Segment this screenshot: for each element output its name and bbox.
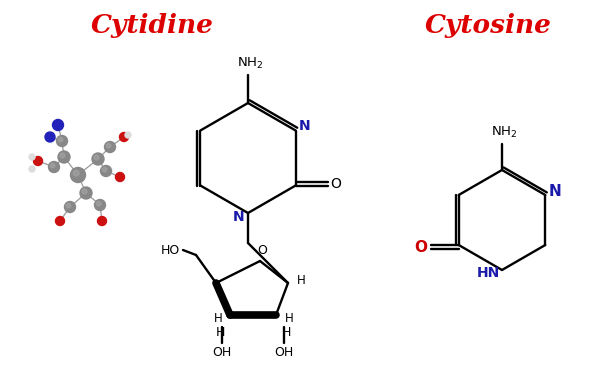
Circle shape	[73, 170, 79, 176]
Circle shape	[71, 167, 86, 183]
Circle shape	[101, 165, 112, 177]
Text: OH: OH	[212, 347, 232, 360]
Text: O: O	[414, 239, 427, 254]
Circle shape	[115, 172, 125, 182]
Text: H: H	[284, 313, 293, 326]
Circle shape	[49, 162, 59, 172]
Circle shape	[65, 201, 76, 213]
Text: Cytosine: Cytosine	[425, 13, 551, 38]
Circle shape	[29, 154, 35, 160]
Text: OH: OH	[274, 347, 293, 360]
Text: NH$_2$: NH$_2$	[491, 124, 517, 139]
Circle shape	[119, 133, 128, 141]
Text: NH$_2$: NH$_2$	[237, 56, 263, 70]
Circle shape	[29, 166, 35, 172]
Circle shape	[104, 141, 115, 152]
Text: Cytidine: Cytidine	[91, 13, 214, 38]
Circle shape	[97, 201, 101, 206]
Circle shape	[82, 189, 87, 194]
Circle shape	[97, 216, 107, 226]
Circle shape	[50, 164, 55, 168]
Text: O: O	[330, 177, 341, 190]
Text: O: O	[257, 244, 267, 257]
Circle shape	[92, 153, 104, 165]
Text: H: H	[215, 326, 224, 339]
Text: HN: HN	[476, 266, 500, 280]
Circle shape	[94, 155, 99, 160]
Circle shape	[58, 137, 63, 142]
Text: H: H	[296, 273, 305, 286]
Circle shape	[60, 153, 65, 158]
Circle shape	[106, 143, 111, 148]
Circle shape	[125, 132, 131, 138]
Text: H: H	[281, 326, 290, 339]
Circle shape	[53, 119, 64, 131]
Text: N: N	[233, 210, 245, 224]
Circle shape	[67, 203, 71, 208]
Circle shape	[34, 157, 43, 165]
Text: HO: HO	[160, 244, 179, 257]
Circle shape	[80, 187, 92, 199]
Text: N: N	[549, 185, 562, 200]
Circle shape	[95, 200, 106, 211]
Circle shape	[103, 167, 107, 172]
Circle shape	[58, 151, 70, 163]
Text: H: H	[214, 313, 223, 326]
Circle shape	[45, 132, 55, 142]
Text: N: N	[299, 119, 310, 134]
Circle shape	[56, 136, 67, 147]
Circle shape	[56, 216, 65, 226]
